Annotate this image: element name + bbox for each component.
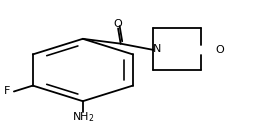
Text: O: O (216, 45, 224, 55)
Text: O: O (114, 19, 123, 29)
Text: N: N (152, 45, 161, 54)
Text: NH$_2$: NH$_2$ (71, 111, 94, 124)
Text: F: F (4, 87, 10, 96)
